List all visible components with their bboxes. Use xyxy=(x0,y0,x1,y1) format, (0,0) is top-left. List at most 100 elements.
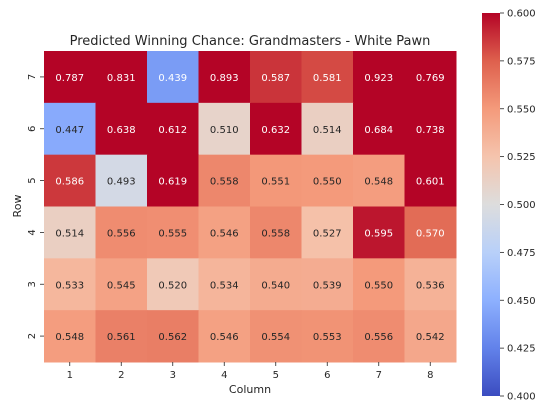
colorbar-tick-label: 0.450 xyxy=(507,296,536,307)
cell-value-label: 0.514 xyxy=(313,125,342,136)
cell-value-label: 0.536 xyxy=(416,280,445,291)
heatmap-cell xyxy=(44,258,96,311)
colorbar: 0.400 0.425 0.450 0.475 0.500 0.525 0.550 0.575… xyxy=(482,9,536,403)
cell-value-label: 0.548 xyxy=(364,177,393,188)
heatmap-cell xyxy=(147,154,199,207)
heatmap-cells: 0.787 0.831 0.439 0.893 0.587 0.581 0.923 0.769… xyxy=(44,51,457,363)
cell-value-label: 0.546 xyxy=(210,332,239,343)
heatmap-cell xyxy=(404,206,457,259)
heatmap-cell xyxy=(353,258,405,311)
cell-value-label: 0.831 xyxy=(107,73,136,84)
y-tick-label: 3 xyxy=(27,281,38,287)
heatmap-cell xyxy=(147,51,199,104)
cell-value-label: 0.558 xyxy=(210,177,239,188)
heatmap-cell xyxy=(95,310,148,363)
cell-value-label: 0.561 xyxy=(107,332,136,343)
cell-value-label: 0.612 xyxy=(158,125,187,136)
cell-value-label: 0.586 xyxy=(55,177,84,188)
heatmap-cell xyxy=(147,258,199,311)
cell-value-label: 0.684 xyxy=(364,125,393,136)
heatmap-cell xyxy=(95,154,148,207)
cell-value-label: 0.923 xyxy=(364,73,393,84)
heatmap-cell xyxy=(95,102,148,156)
heatmap-cell xyxy=(301,102,354,156)
heatmap-cell xyxy=(353,154,405,207)
y-tick-label: 5 xyxy=(27,177,38,183)
x-axis-title: Column xyxy=(229,383,271,396)
cell-value-label: 0.632 xyxy=(261,125,290,136)
heatmap-cell xyxy=(404,51,457,104)
colorbar-tick-label: 0.425 xyxy=(507,344,536,355)
cell-value-label: 0.539 xyxy=(313,280,342,291)
cell-value-label: 0.554 xyxy=(261,332,290,343)
cell-value-label: 0.638 xyxy=(107,125,136,136)
y-tick-label: 4 xyxy=(27,229,38,235)
colorbar-tick-label: 0.500 xyxy=(507,200,536,211)
cell-value-label: 0.534 xyxy=(210,280,239,291)
x-tick-label: 2 xyxy=(118,370,124,381)
heatmap-cell xyxy=(198,310,251,363)
heatmap-cell xyxy=(44,51,96,104)
cell-value-label: 0.447 xyxy=(55,125,84,136)
heatmap-cell xyxy=(301,206,354,259)
cell-value-label: 0.738 xyxy=(416,125,445,136)
cell-value-label: 0.533 xyxy=(55,280,84,291)
cell-value-label: 0.545 xyxy=(107,280,136,291)
heatmap-cell xyxy=(44,206,96,259)
cell-value-label: 0.587 xyxy=(261,73,290,84)
x-axis: 1 2 3 4 5 6 7 8 xyxy=(67,362,433,381)
heatmap-cell xyxy=(198,102,251,156)
cell-value-label: 0.551 xyxy=(261,177,290,188)
heatmap-cell xyxy=(250,258,302,311)
heatmap-cell xyxy=(198,206,251,259)
colorbar-tick-label: 0.525 xyxy=(507,152,536,163)
cell-value-label: 0.514 xyxy=(55,228,84,239)
cell-value-label: 0.787 xyxy=(55,73,84,84)
x-tick-label: 5 xyxy=(273,370,279,381)
cell-value-label: 0.581 xyxy=(313,73,342,84)
x-tick-label: 1 xyxy=(67,370,73,381)
heatmap-cell xyxy=(250,154,302,207)
cell-value-label: 0.619 xyxy=(158,177,187,188)
cell-value-label: 0.595 xyxy=(364,228,393,239)
cell-value-label: 0.439 xyxy=(158,73,187,84)
heatmap-cell xyxy=(404,154,457,207)
heatmap-cell xyxy=(44,154,96,207)
cell-value-label: 0.550 xyxy=(364,280,393,291)
cell-value-label: 0.558 xyxy=(261,228,290,239)
y-tick-label: 6 xyxy=(27,126,38,132)
cell-value-label: 0.520 xyxy=(158,280,187,291)
x-tick-label: 6 xyxy=(324,370,330,381)
y-axis-title: Row xyxy=(11,195,24,218)
colorbar-gradient xyxy=(482,13,500,396)
cell-value-label: 0.546 xyxy=(210,228,239,239)
cell-value-label: 0.542 xyxy=(416,332,445,343)
cell-value-label: 0.553 xyxy=(313,332,342,343)
heatmap-cell xyxy=(147,310,199,363)
cell-value-label: 0.540 xyxy=(261,280,290,291)
heatmap-cell xyxy=(301,258,354,311)
x-tick-label: 4 xyxy=(221,370,227,381)
heatmap-cell xyxy=(404,310,457,363)
cell-value-label: 0.893 xyxy=(210,73,239,84)
heatmap-cell xyxy=(44,310,96,363)
chart-title: Predicted Winning Chance: Grandmasters -… xyxy=(70,34,431,49)
cell-value-label: 0.548 xyxy=(55,332,84,343)
heatmap-cell xyxy=(301,310,354,363)
heatmap-cell xyxy=(250,310,302,363)
cell-value-label: 0.562 xyxy=(158,332,187,343)
heatmap-cell xyxy=(198,154,251,207)
heatmap-cell xyxy=(95,206,148,259)
heatmap-cell xyxy=(147,206,199,259)
y-tick-label: 2 xyxy=(27,333,38,339)
heatmap-cell xyxy=(147,102,199,156)
heatmap-cell xyxy=(353,310,405,363)
heatmap-cell xyxy=(404,258,457,311)
y-axis: 7 6 5 4 3 2 xyxy=(27,74,44,339)
colorbar-tick-label: 0.475 xyxy=(507,248,536,259)
colorbar-tick-label: 0.550 xyxy=(507,104,536,115)
cell-value-label: 0.570 xyxy=(416,228,445,239)
heatmap-cell xyxy=(353,102,405,156)
cell-value-label: 0.556 xyxy=(107,228,136,239)
